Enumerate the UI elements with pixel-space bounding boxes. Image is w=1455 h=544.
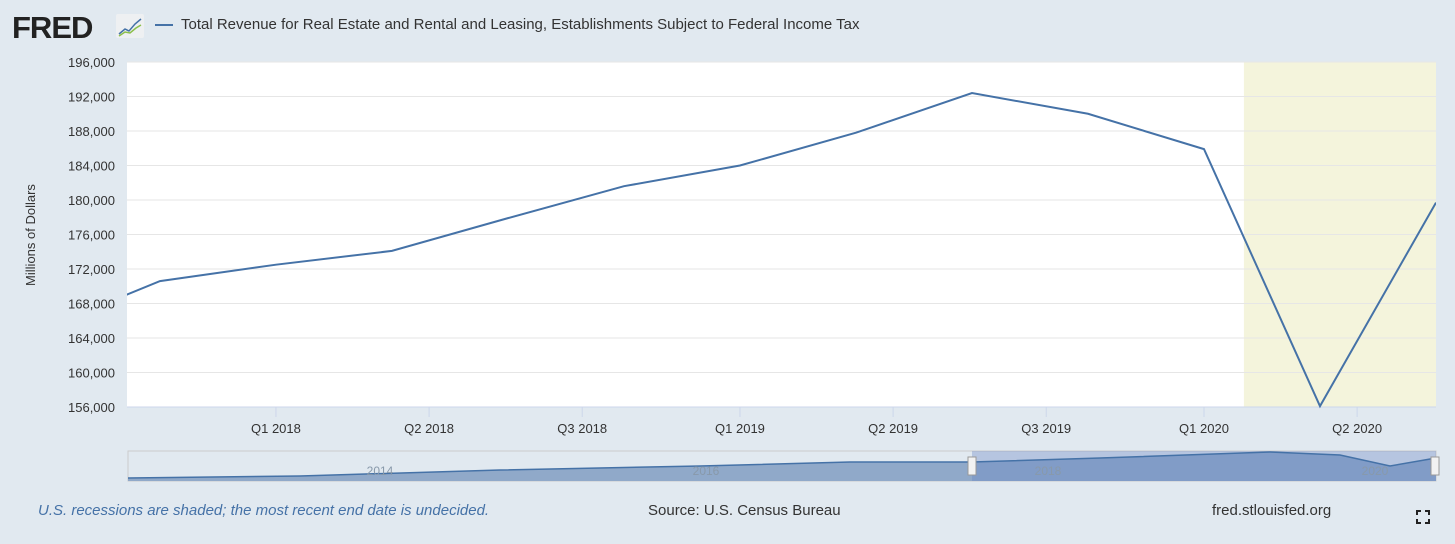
navigator-label: 2014 bbox=[367, 464, 394, 478]
fred-logo[interactable]: FRED bbox=[12, 10, 93, 45]
y-tick-label: 164,000 bbox=[68, 331, 115, 346]
navigator-label: 2020 bbox=[1362, 464, 1389, 478]
recession-note: U.S. recessions are shaded; the most rec… bbox=[38, 502, 490, 519]
y-tick-label: 180,000 bbox=[68, 193, 115, 208]
fullscreen-icon[interactable] bbox=[1416, 510, 1430, 524]
legend-label: Total Revenue for Real Estate and Rental… bbox=[181, 16, 860, 33]
site-link[interactable]: fred.stlouisfed.org bbox=[1212, 502, 1332, 519]
y-axis-label: Millions of Dollars bbox=[23, 184, 38, 286]
x-tick-label: Q1 2020 bbox=[1179, 421, 1229, 436]
chart: 156,000 160,000 164,000 168,000 172,000 176,0… bbox=[23, 55, 1440, 482]
navigator-left-handle[interactable] bbox=[967, 456, 977, 476]
navigator-label: 2016 bbox=[693, 464, 720, 478]
legend[interactable]: Total Revenue for Real Estate and Rental… bbox=[155, 16, 859, 33]
x-tick-label: Q3 2019 bbox=[1021, 421, 1071, 436]
series-line bbox=[127, 92, 1436, 409]
chart-logo-icon bbox=[116, 14, 144, 38]
legend-line-icon bbox=[155, 23, 173, 26]
x-tick-label: Q2 2019 bbox=[868, 421, 918, 436]
y-tick-label: 184,000 bbox=[68, 159, 115, 174]
source: Source: U.S. Census Bureau bbox=[648, 502, 841, 519]
navigator-selection[interactable] bbox=[972, 451, 1436, 481]
y-tick-label: 176,000 bbox=[68, 228, 115, 243]
y-tick-label: 172,000 bbox=[68, 262, 115, 277]
y-tick-label: 160,000 bbox=[68, 366, 115, 381]
y-tick-label: 156,000 bbox=[68, 400, 115, 415]
y-tick-label: 188,000 bbox=[68, 124, 115, 139]
x-tick-label: Q3 2018 bbox=[557, 421, 607, 436]
y-tick-label: 168,000 bbox=[68, 297, 115, 312]
x-tick-label: Q2 2020 bbox=[1332, 421, 1382, 436]
x-tick-label: Q2 2018 bbox=[404, 421, 454, 436]
y-tick-label: 192,000 bbox=[68, 90, 115, 105]
navigator-label: 2018 bbox=[1035, 464, 1062, 478]
navigator-right-handle[interactable] bbox=[1430, 456, 1440, 476]
x-tick-label: Q1 2019 bbox=[715, 421, 765, 436]
navigator[interactable]: 2014 2016 2018 2020 bbox=[127, 450, 1440, 482]
y-tick-label: 196,000 bbox=[68, 55, 115, 70]
x-tick-label: Q1 2018 bbox=[251, 421, 301, 436]
